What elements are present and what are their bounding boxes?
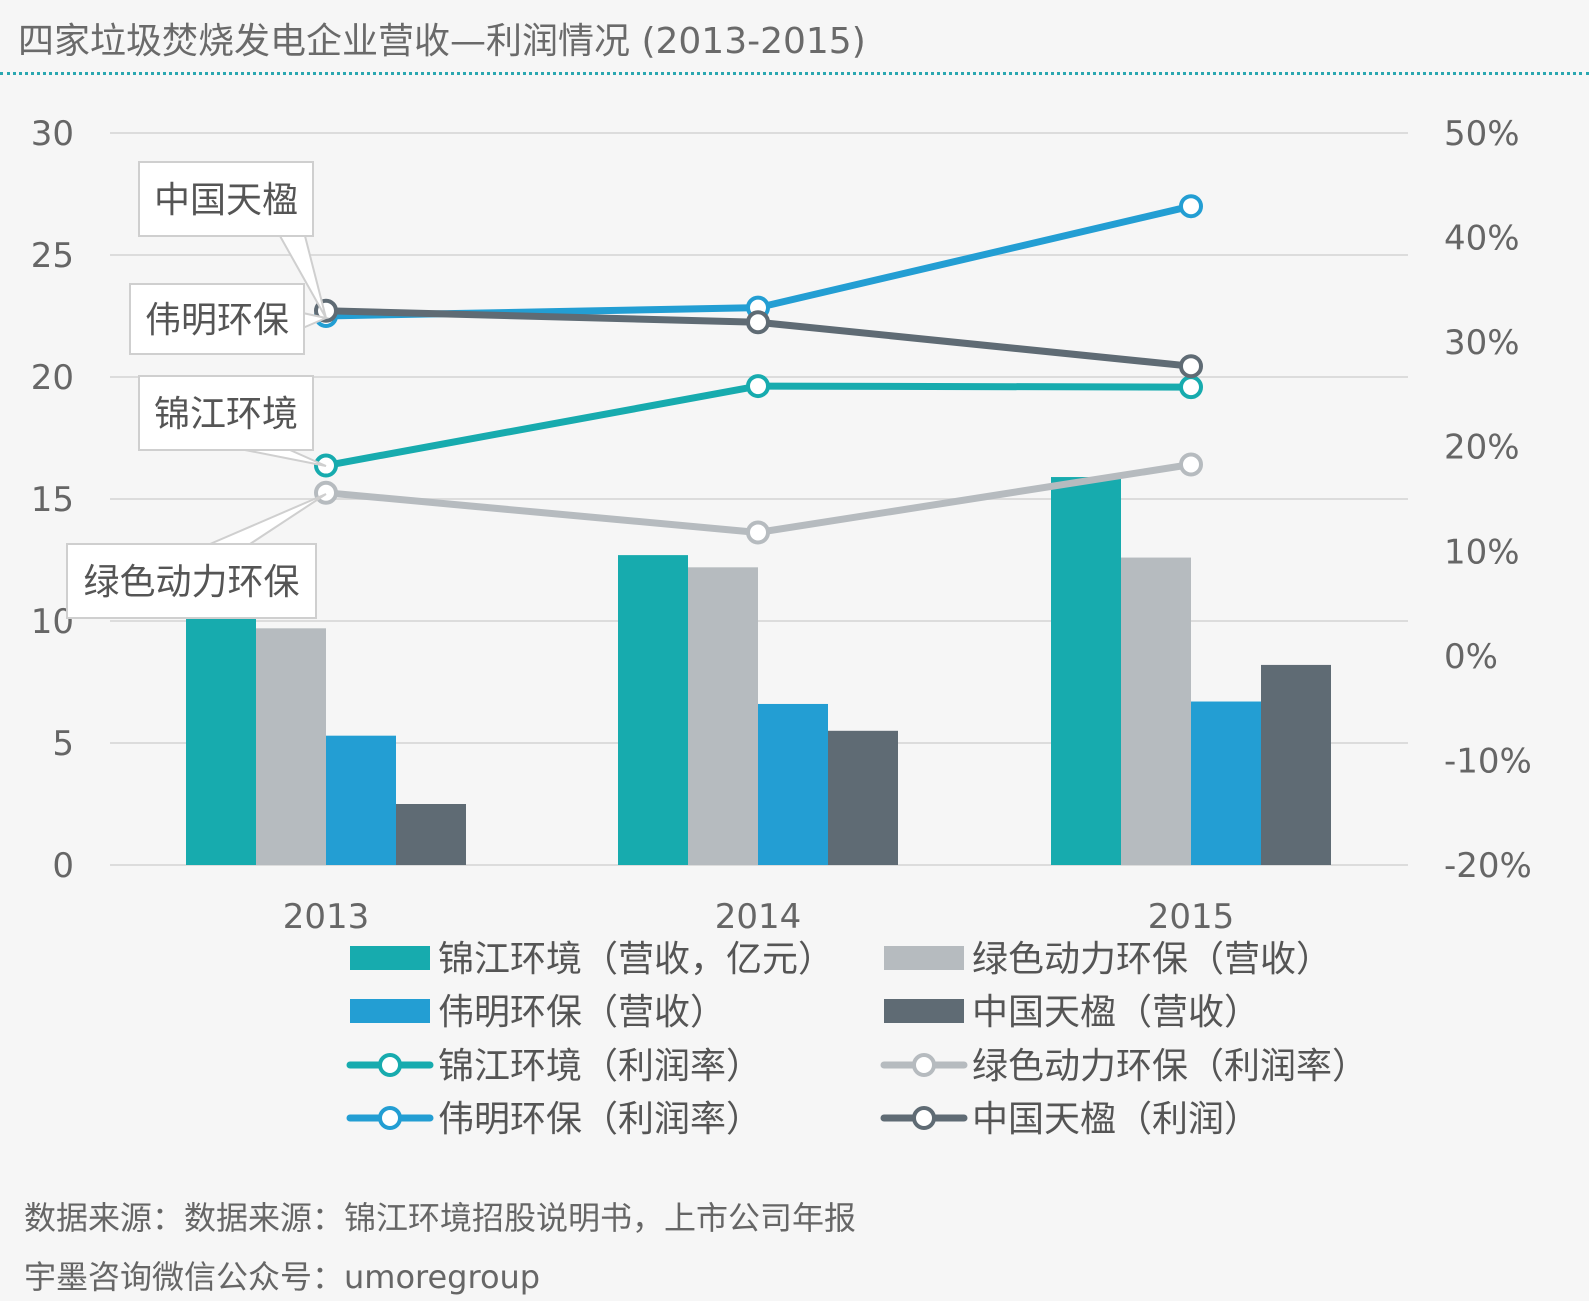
legend-swatch	[884, 999, 964, 1023]
y-right-tick-label: 50%	[1444, 114, 1520, 154]
lines	[314, 194, 1203, 545]
y-right-tick-label: 10%	[1444, 532, 1520, 572]
legend-marker	[378, 1053, 402, 1077]
legend-label: 绿色动力环保（利润率）	[972, 1046, 1368, 1087]
legend-marker	[378, 1106, 402, 1130]
line-point	[1179, 452, 1203, 477]
callout-box	[138, 375, 314, 451]
bar	[1261, 664, 1331, 865]
legend-label: 绿色动力环保（营收）	[972, 939, 1332, 980]
legend-label: 中国天楹（营收）	[972, 992, 1260, 1033]
y-left-tick-label: 30	[31, 114, 74, 154]
callout-label: 中国天楹	[154, 180, 298, 221]
line-point	[1179, 194, 1203, 219]
bar	[1191, 701, 1261, 865]
line-point	[1179, 375, 1203, 400]
bar	[326, 735, 396, 865]
legend-swatch	[884, 946, 964, 970]
legend-label: 锦江环境（营收，亿元）	[438, 939, 834, 980]
callout-box	[129, 283, 305, 355]
bar	[688, 567, 758, 865]
callout-box	[66, 543, 317, 619]
callout-label: 锦江环境	[154, 394, 298, 435]
callout-box	[138, 161, 314, 237]
y-right-tick-label: 20%	[1444, 428, 1520, 468]
y-left-tick-label: 0	[52, 846, 74, 886]
x-tick-label: 2014	[715, 897, 802, 937]
legend: 锦江环境（营收，亿元） 绿色动力环保（营收） 伟明环保（营收） 中国天楹（营收） 锦江环…	[346, 939, 1368, 1140]
y-right-tick-label: 30%	[1444, 323, 1520, 363]
bar	[256, 628, 326, 865]
legend-label: 中国天楹（利润）	[972, 1099, 1260, 1140]
legend-marker	[912, 1106, 936, 1130]
y-right-tick-label: -20%	[1444, 846, 1532, 886]
bar	[1121, 557, 1191, 865]
y-right-tick-label: 40%	[1444, 219, 1520, 259]
x-tick-label: 2015	[1148, 897, 1235, 937]
legend-label: 伟明环保（营收）	[438, 992, 726, 1033]
legend-label: 锦江环境（利润率）	[438, 1046, 762, 1087]
line-point	[1179, 354, 1203, 379]
wechat-note: 宇墨咨询微信公众号：umoregroup	[24, 1258, 541, 1296]
legend-swatch	[350, 946, 430, 970]
y-left-tick-label: 25	[31, 236, 74, 276]
bar	[828, 730, 898, 865]
legend-label: 伟明环保（利润率）	[438, 1099, 762, 1140]
y-left-tick-label: 15	[31, 480, 74, 520]
legend-marker	[912, 1053, 936, 1077]
y-right-tick-label: -10%	[1444, 741, 1532, 781]
chart-title: 四家垃圾焚烧发电企业营收—利润情况 (2013-2015)	[18, 21, 866, 62]
x-tick-labels: 2013 2014 2015	[283, 897, 1235, 937]
bar	[618, 555, 688, 865]
x-tick-label: 2013	[283, 897, 370, 937]
line-point	[746, 520, 770, 545]
y-left-tick-label: 20	[31, 358, 74, 398]
callout-label: 绿色动力环保	[83, 562, 299, 603]
bar	[758, 703, 828, 865]
y-right-ticks: -20% -10% 0% 10% 20% 30% 40% 50%	[1444, 114, 1532, 886]
source-note: 数据来源：数据来源：锦江环境招股说明书，上市公司年报	[24, 1199, 857, 1237]
y-right-tick-label: 0%	[1444, 637, 1498, 677]
callout-label: 伟明环保	[145, 300, 289, 341]
line-point	[746, 374, 770, 399]
title-divider	[0, 72, 1589, 75]
callout-pointer	[244, 449, 327, 467]
callout-pointer	[209, 493, 327, 545]
y-left-tick-label: 5	[52, 724, 74, 764]
bar	[396, 804, 466, 865]
bars	[186, 477, 1331, 865]
bar	[1051, 477, 1121, 865]
legend-swatch	[350, 999, 430, 1023]
line-point	[746, 310, 770, 335]
bar	[186, 616, 256, 865]
